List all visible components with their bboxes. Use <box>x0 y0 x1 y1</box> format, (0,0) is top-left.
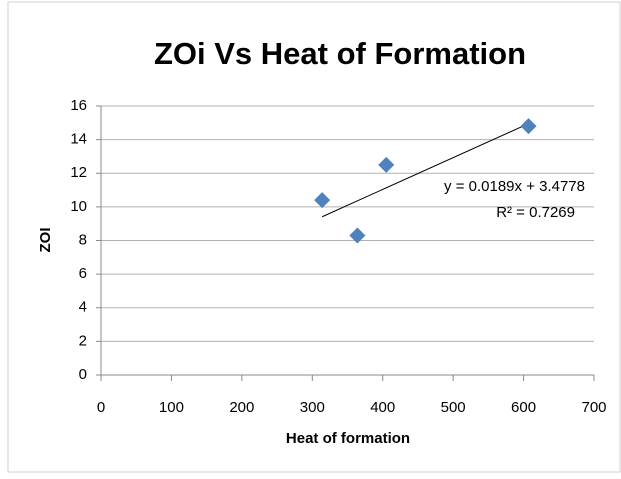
y-tick-label: 14 <box>70 131 87 148</box>
y-tick-label: 8 <box>79 231 87 248</box>
trendline-equation: y = 0.0189x + 3.4778 <box>444 178 585 195</box>
trendline-r-squared: R² = 0.7269 <box>496 204 575 221</box>
x-tick-label: 500 <box>441 399 466 416</box>
x-tick-label: 100 <box>159 399 184 416</box>
data-point <box>520 118 537 135</box>
y-tick-label: 4 <box>79 299 87 316</box>
x-tick-label: 600 <box>511 399 536 416</box>
y-tick-label: 10 <box>70 198 87 215</box>
x-tick-label: 300 <box>300 399 325 416</box>
data-point <box>349 227 366 244</box>
y-tick-label: 2 <box>79 332 87 349</box>
x-axis-label: Heat of formation <box>286 430 410 447</box>
data-point <box>314 192 331 209</box>
data-point <box>378 156 395 173</box>
y-tick-label: 0 <box>79 366 87 383</box>
y-axis-label: ZOI <box>37 228 54 253</box>
y-tick-label: 16 <box>70 97 87 114</box>
y-tick-label: 12 <box>70 164 87 181</box>
chart-frame <box>7 1 621 473</box>
chart-title: ZOi Vs Heat of Formation <box>154 36 526 71</box>
x-tick-label: 400 <box>370 399 395 416</box>
x-tick-label: 0 <box>97 399 105 416</box>
x-tick-label: 700 <box>581 399 606 416</box>
trendline <box>321 123 529 218</box>
y-tick-label: 6 <box>79 265 87 282</box>
x-tick-label: 200 <box>229 399 254 416</box>
